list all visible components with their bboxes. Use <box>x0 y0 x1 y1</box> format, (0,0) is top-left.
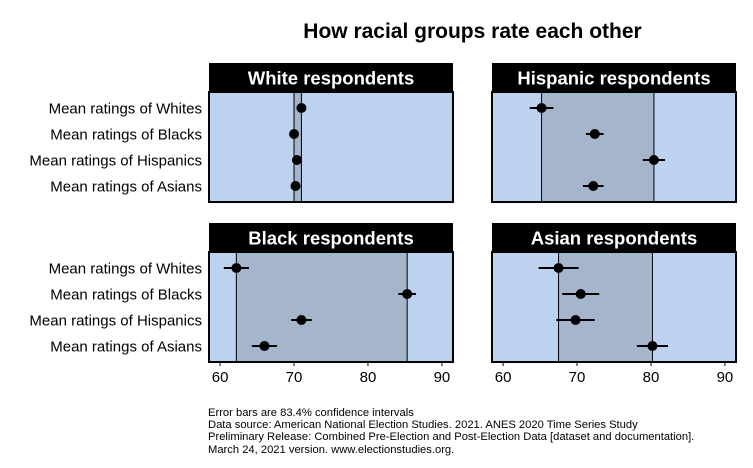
asian-respondents-strip-title: Asian respondents <box>531 228 698 249</box>
asian-respondents-x-tick-label-70: 70 <box>569 369 586 386</box>
asian-respondents-panel-frame <box>491 251 737 363</box>
hispanic-respondents-point-1 <box>536 103 547 113</box>
black-respondents-x-tick-label-90: 90 <box>434 369 451 386</box>
category-label-3: Mean ratings of Hispanics <box>29 153 202 170</box>
category-label-4: Mean ratings of Asians <box>50 339 202 356</box>
white-respondents-point-3 <box>291 155 302 165</box>
asian-respondents-point-3 <box>570 315 581 325</box>
caption-line-3: Preliminary Release: Combined Pre-Electi… <box>208 431 695 444</box>
category-label-4: Mean ratings of Asians <box>50 179 202 196</box>
asian-respondents-range-band <box>558 252 653 362</box>
asian-respondents-point-2 <box>575 289 586 299</box>
white-respondents-panel-body <box>209 92 453 202</box>
hispanic-respondents-range-band <box>541 92 654 202</box>
black-respondents-x-tick-label-80: 80 <box>360 369 377 386</box>
caption-line-2: Data source: American National Election … <box>208 419 638 432</box>
caption-line-1: Error bars are 83.4% confidence interval… <box>208 407 414 419</box>
black-respondents-strip <box>209 223 453 252</box>
hispanic-respondents-point-2 <box>589 129 600 139</box>
white-respondents-point-4 <box>290 181 301 191</box>
black-respondents-point-4 <box>259 341 270 351</box>
black-respondents-point-2 <box>402 289 413 299</box>
white-respondents-strip-title: White respondents <box>248 68 415 89</box>
asian-respondents-x-tick-label-60: 60 <box>495 369 512 386</box>
black-respondents-point-3 <box>296 315 307 325</box>
asian-respondents-x-tick-label-80: 80 <box>643 369 660 386</box>
hispanic-respondents-strip-title: Hispanic respondents <box>517 68 710 89</box>
asian-respondents-point-4 <box>647 341 658 351</box>
asian-respondents-point-1 <box>553 263 564 273</box>
white-respondents-panel-frame <box>208 91 454 203</box>
black-respondents-x-tick-label-70: 70 <box>286 369 303 386</box>
black-respondents-panel-frame <box>208 251 454 363</box>
chart-title: How racial groups rate each other <box>303 20 642 43</box>
white-respondents-range-band <box>294 92 302 202</box>
white-respondents-point-2 <box>289 129 300 139</box>
category-label-3: Mean ratings of Hispanics <box>29 313 202 330</box>
black-respondents-strip-title: Black respondents <box>248 228 414 249</box>
black-respondents-x-tick-label-60: 60 <box>212 369 229 386</box>
category-label-2: Mean ratings of Blacks <box>50 127 202 144</box>
asian-respondents-strip <box>492 223 736 252</box>
category-label-2: Mean ratings of Blacks <box>50 287 202 304</box>
category-label-1: Mean ratings of Whites <box>49 101 202 118</box>
white-respondents-point-1 <box>296 103 307 113</box>
hispanic-respondents-point-4 <box>588 181 599 191</box>
caption: Error bars are 83.4% confidence interval… <box>208 407 694 456</box>
white-respondents-strip <box>209 63 453 92</box>
black-respondents-point-1 <box>231 263 242 273</box>
hispanic-respondents-strip <box>492 63 736 92</box>
hispanic-respondents-point-3 <box>648 155 659 165</box>
asian-respondents-x-tick-label-90: 90 <box>717 369 734 386</box>
caption-line-4: March 24, 2021 version. www.electionstud… <box>208 443 455 456</box>
hispanic-respondents-panel-frame <box>491 91 737 203</box>
category-label-1: Mean ratings of Whites <box>49 261 202 278</box>
